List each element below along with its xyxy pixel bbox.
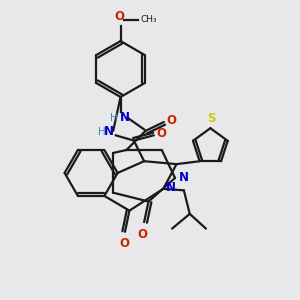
Text: N: N	[178, 172, 189, 184]
Text: O: O	[119, 237, 129, 250]
Text: O: O	[138, 228, 148, 241]
Text: O: O	[114, 11, 124, 23]
Text: H: H	[98, 127, 106, 137]
Text: N: N	[104, 125, 114, 138]
Text: N: N	[119, 111, 129, 124]
Text: N: N	[166, 181, 176, 194]
Text: O: O	[157, 127, 167, 140]
Text: O: O	[167, 114, 177, 127]
Text: S: S	[208, 112, 216, 125]
Text: CH₃: CH₃	[140, 15, 157, 24]
Text: H: H	[110, 112, 118, 123]
